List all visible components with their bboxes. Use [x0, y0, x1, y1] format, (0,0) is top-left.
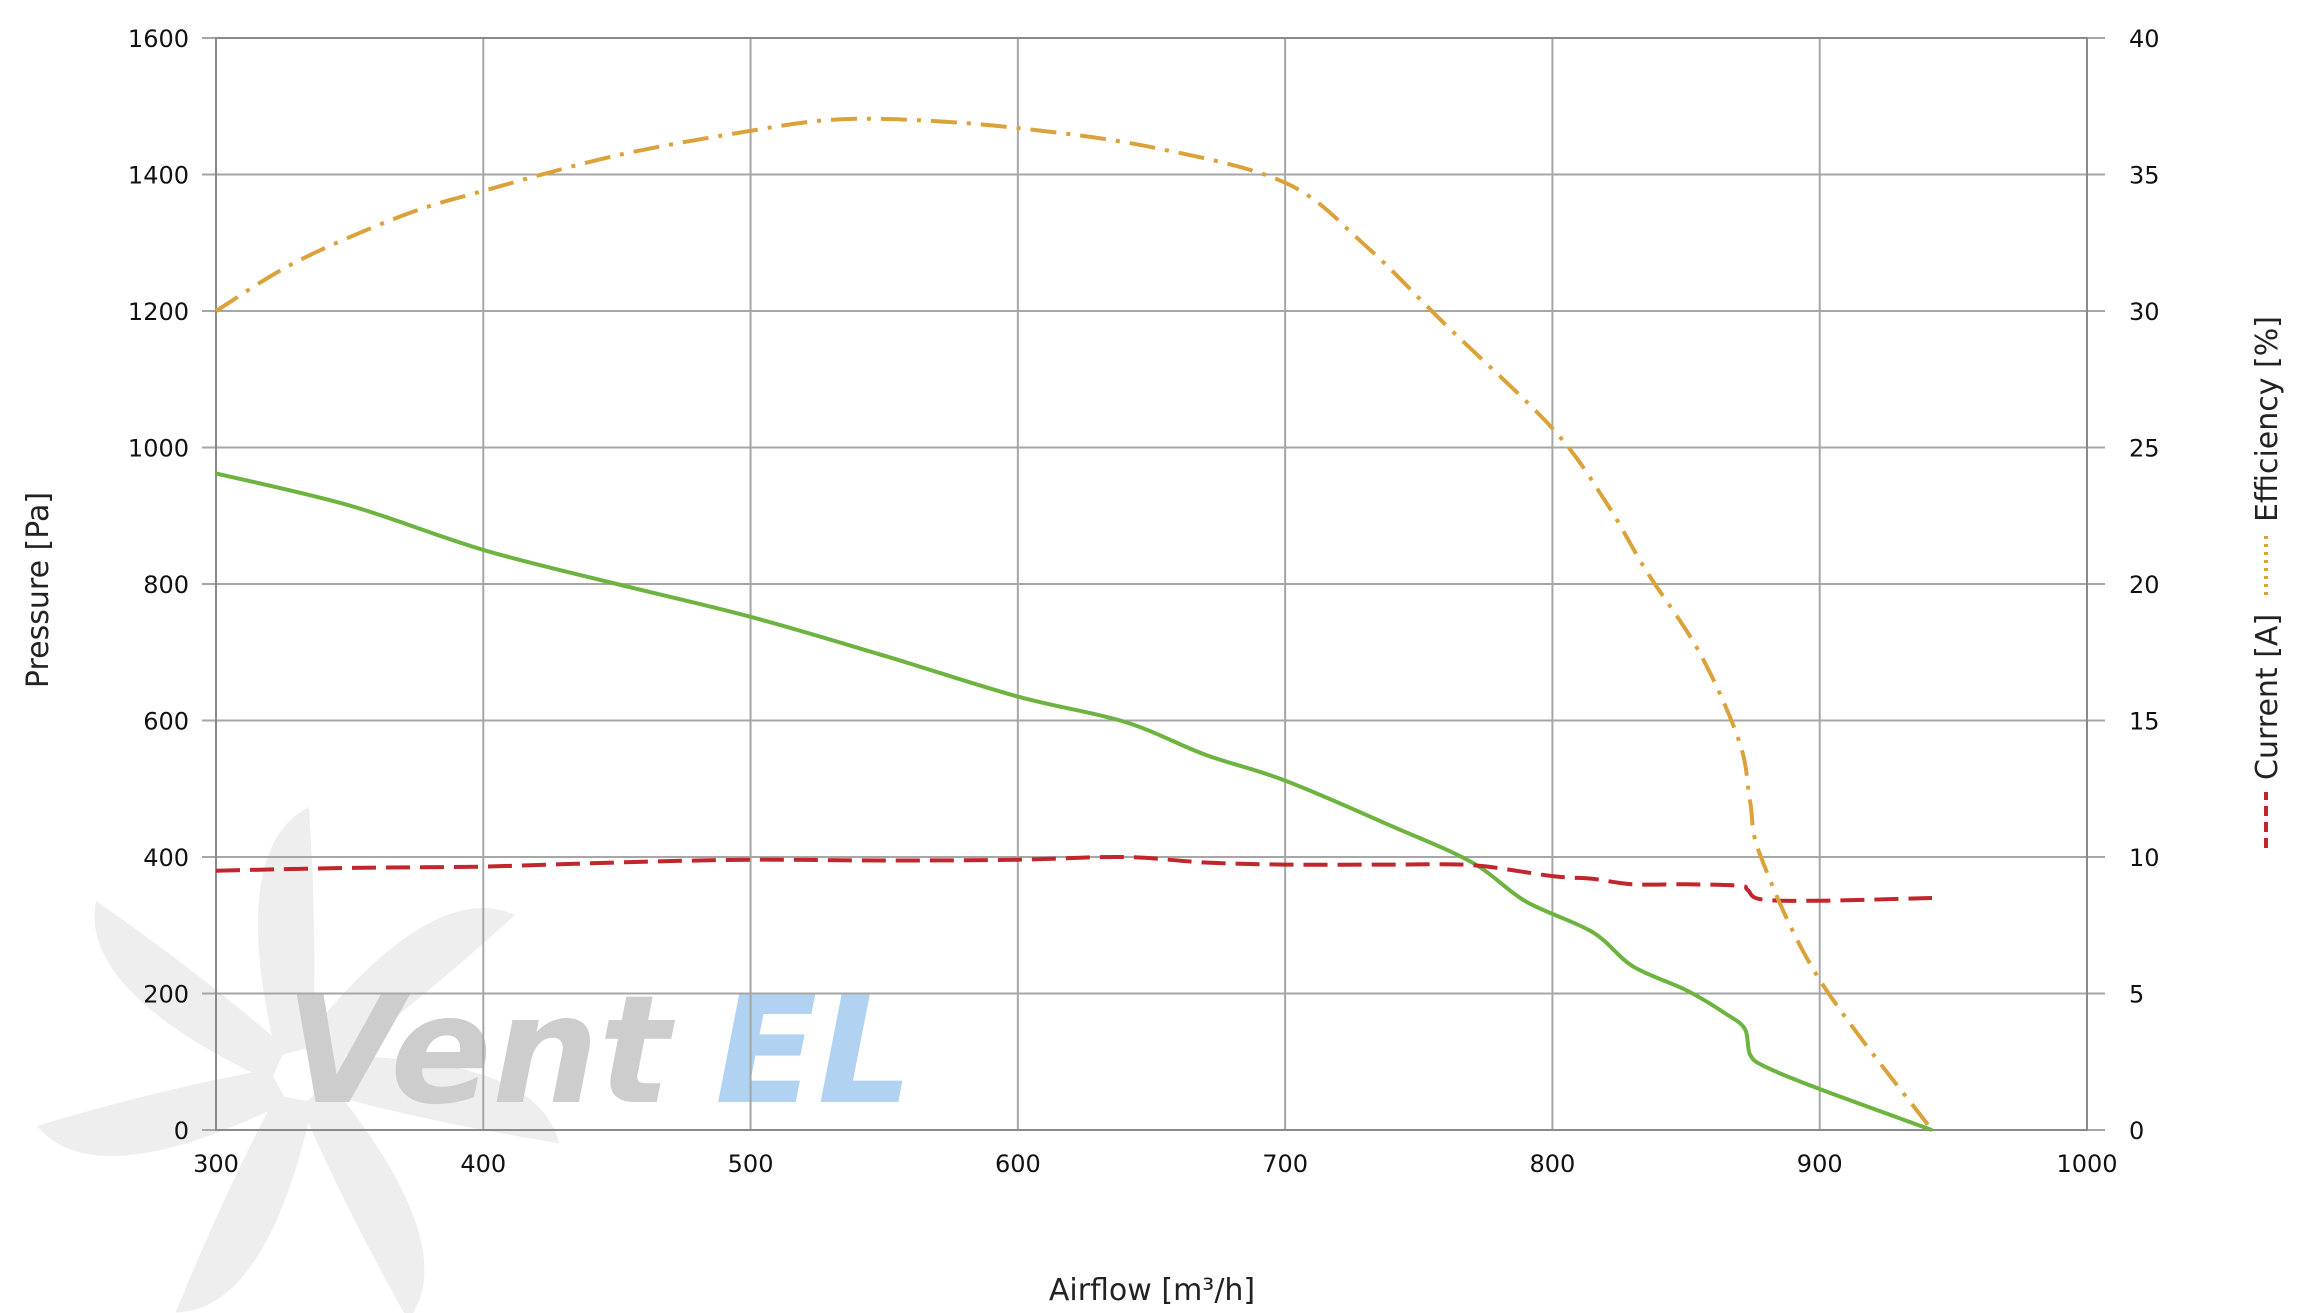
y2-tick-label: 25 [2129, 435, 2160, 463]
legend-current-label: Current [A] [2250, 614, 2285, 780]
legend: Current [A] Efficiency [%] [2250, 316, 2285, 848]
grid [202, 37, 2105, 1131]
tick-labels: 300 400 500 600 700 800 900 1000020040060080010… [128, 25, 2160, 1178]
y2-tick-label: 20 [2129, 571, 2160, 599]
y2-tick-label: 0 [2129, 1117, 2144, 1145]
series-line-pressure [215, 471, 1933, 1132]
x-tick-label: 300 [193, 1150, 239, 1178]
y2-tick-label: 30 [2129, 298, 2160, 326]
series-line-current [215, 854, 1933, 903]
watermark-blade [300, 907, 515, 1067]
y-tick-label: 1200 [128, 298, 189, 326]
x-tick-label: 800 [1530, 1150, 1576, 1178]
legend-efficiency-label: Efficiency [%] [2250, 316, 2285, 522]
y-axis-title: Pressure [Pa] [21, 492, 56, 688]
y2-tick-label: 35 [2129, 162, 2160, 190]
watermark-blade [94, 900, 286, 1082]
watermark-logo-el: EL [715, 964, 913, 1138]
watermark-fan-blades-icon [36, 807, 560, 1313]
series-line-efficiency [214, 116, 1934, 1132]
ventel-watermark: Vent EL [36, 807, 913, 1313]
y-tick-label: 1600 [128, 25, 189, 53]
y2-tick-label: 15 [2129, 708, 2160, 736]
y-tick-label: 600 [143, 708, 189, 736]
watermark-blade [36, 1069, 287, 1156]
y2-tick-label: 10 [2129, 844, 2160, 872]
y-tick-label: 400 [143, 844, 189, 872]
series-layer [214, 116, 1934, 1132]
x-tick-label: 900 [1797, 1150, 1843, 1178]
y-tick-label: 1000 [128, 435, 189, 463]
y2-tick-label: 5 [2129, 981, 2144, 1009]
x-tick-label: 1000 [2056, 1150, 2117, 1178]
y-tick-label: 200 [143, 981, 189, 1009]
y2-tick-label: 40 [2129, 25, 2160, 53]
plot-frame [215, 37, 2088, 1131]
x-tick-label: 700 [1262, 1150, 1308, 1178]
x-axis-title: Airflow [m³/h] [1049, 1273, 1255, 1308]
watermark-blade [323, 1056, 560, 1144]
y-tick-label: 1400 [128, 162, 189, 190]
watermark-blade [301, 1081, 425, 1313]
x-tick-label: 600 [995, 1150, 1041, 1178]
watermark-blade [175, 1095, 314, 1313]
watermark-logo-vent: Vent [285, 964, 676, 1138]
x-tick-label: 500 [728, 1150, 774, 1178]
y-tick-label: 0 [174, 1117, 189, 1145]
x-tick-label: 400 [460, 1150, 506, 1178]
y-tick-label: 800 [143, 571, 189, 599]
